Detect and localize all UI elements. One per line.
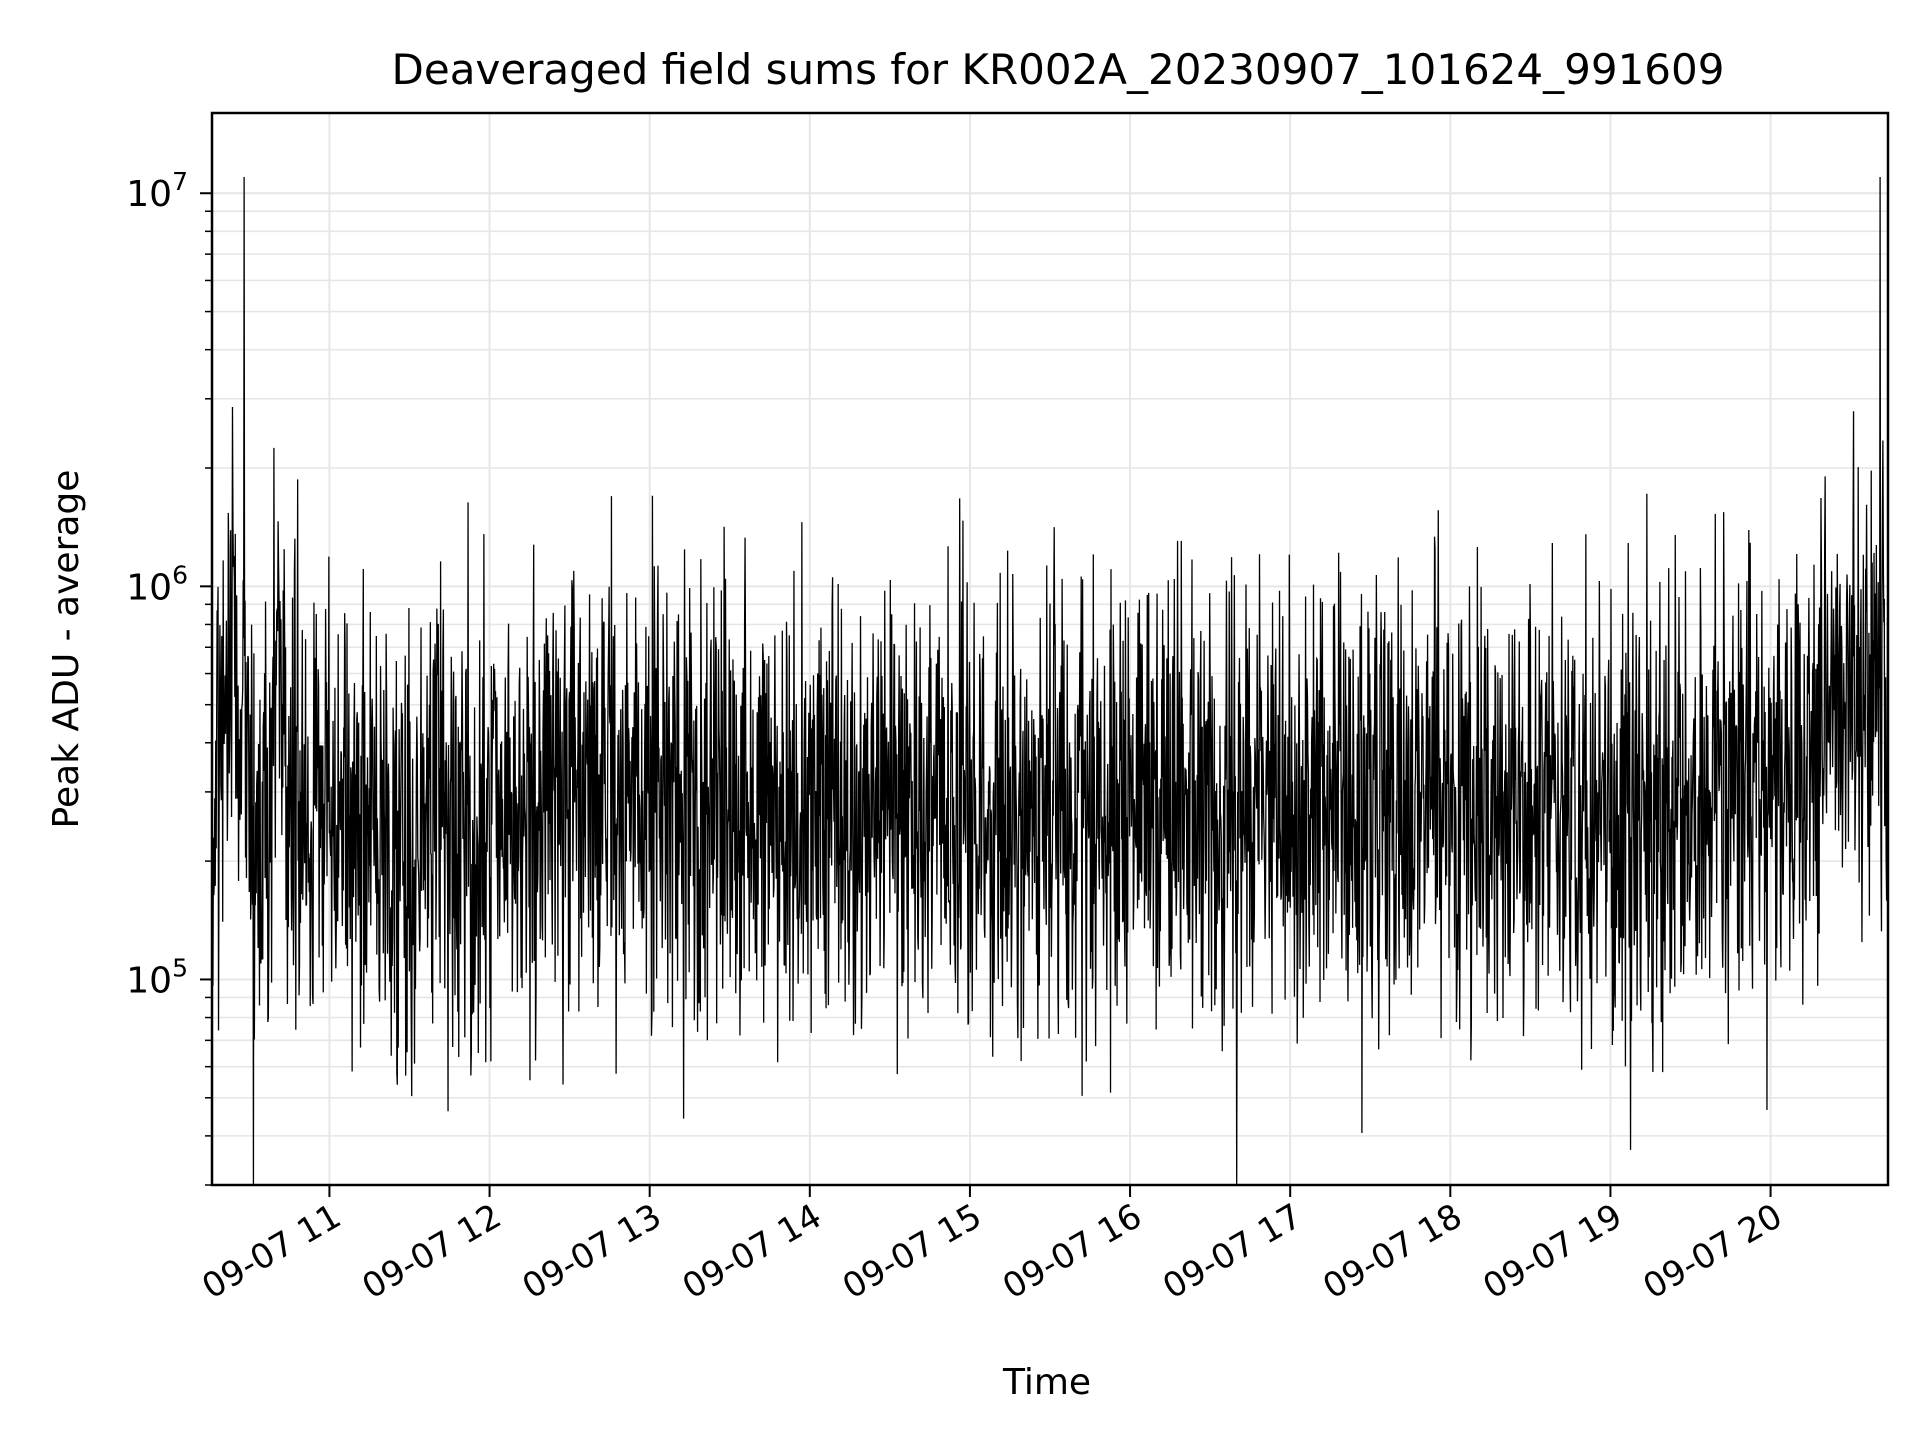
chart-title: Deaveraged field sums for KR002A_2023090… [392, 45, 1725, 94]
y-tick-label: 106 [126, 560, 188, 608]
series-line [211, 176, 1889, 1186]
y-axis: 105 106 107 [126, 167, 212, 1186]
y-tick-label: 107 [126, 167, 188, 215]
data-series [211, 176, 1889, 1186]
y-axis-label: Peak ADU - average [46, 470, 87, 829]
y-tick-label: 105 [126, 953, 188, 1001]
x-axis-label: Time [1002, 1362, 1091, 1403]
plot-frame [210, 111, 1890, 1187]
